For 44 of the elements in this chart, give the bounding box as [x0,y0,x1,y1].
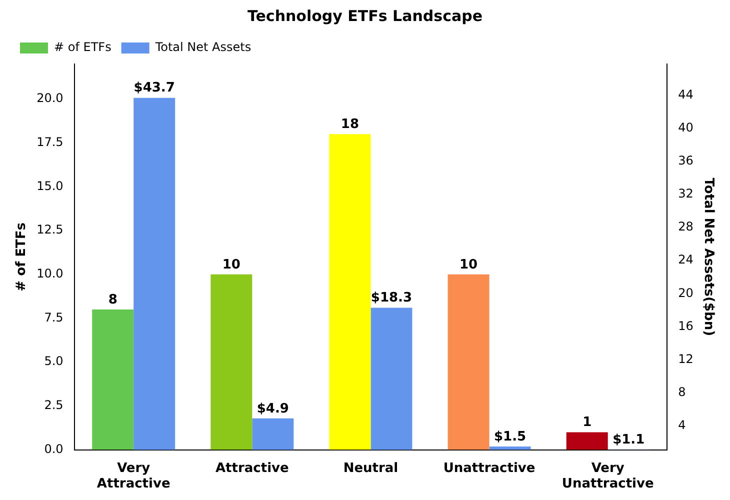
data-label: $4.9 [256,401,289,416]
y2-tick-label: 4 [678,418,686,432]
x-tick-label: Attractive [215,460,290,476]
legend-label: Total Net Assets [154,40,252,54]
chart-title: Technology ETFs Landscape [248,6,482,25]
data-label: 1 [582,415,592,430]
x-tick-label: Very Attractive [96,460,170,492]
y2-tick-label: 8 [678,384,686,399]
y-axis-title: # of ETFs [14,222,30,292]
y-tick-label: 20.0 [36,91,64,106]
y-tick-label: 7.5 [44,310,64,324]
y-tick-label: 17.5 [36,135,64,150]
y2-tick-label: 28 [678,220,694,234]
y2-tick-label: 20 [678,286,694,300]
x-tick-label: Neutral [343,460,398,476]
data-label: $1.1 [612,432,645,448]
y-tick-label: 0.0 [44,442,64,456]
data-label: 10 [222,257,240,272]
y2-tick-label: 16 [678,318,694,333]
y-tick-label: 12.5 [36,222,64,237]
y2-axis-title: Total Net Assets($bn) [700,178,716,336]
x-tick-label: Very Unattractive [562,460,654,492]
y2-tick-label: 32 [678,186,694,201]
legend-label: # of ETFs [54,40,112,54]
data-label: $1.5 [494,429,526,444]
bar [329,134,371,450]
y-tick-label: 10.0 [36,266,64,281]
bar [210,274,252,450]
y2-tick-label: 24 [678,252,694,267]
y2-tick-label: 12 [678,352,694,366]
y2-tick-label: 44 [678,88,694,102]
data-label: $43.7 [134,80,175,96]
data-label: 10 [459,257,478,272]
x-tick-label: Unattractive [443,460,536,476]
y-tick-label: 5.0 [44,354,64,368]
y-tick-label: 2.5 [44,398,64,412]
y2-tick-label: 40 [678,120,694,135]
y-tick-label: 15.0 [36,178,64,193]
data-label: 18 [340,117,360,132]
y2-tick-label: 36 [678,154,694,168]
bar [566,432,608,450]
bar [448,274,490,450]
data-label: 8 [108,292,118,308]
data-label: $18.3 [370,290,412,306]
